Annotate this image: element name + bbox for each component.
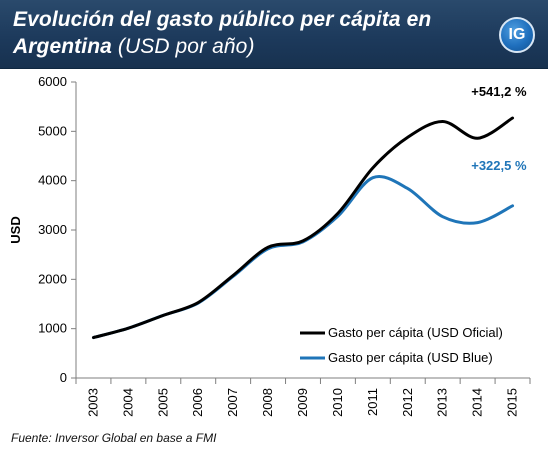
y-tick-label: 4000 bbox=[38, 173, 67, 188]
x-tick-label: 2014 bbox=[470, 388, 485, 417]
y-tick-label: 0 bbox=[60, 370, 67, 385]
x-tick-label: 2009 bbox=[295, 388, 310, 417]
x-tick-label: 2011 bbox=[365, 388, 380, 416]
x-tick-label: 2004 bbox=[120, 388, 135, 417]
x-tick-label: 2005 bbox=[155, 388, 170, 417]
chart-title: Evolución del gasto público per cápita e… bbox=[13, 6, 483, 60]
ig-logo: IG bbox=[499, 17, 535, 53]
y-axis-title: USD bbox=[8, 216, 23, 243]
end-label-blue: +322,5 % bbox=[471, 158, 527, 173]
y-tick-label: 1000 bbox=[38, 321, 67, 336]
chart-header: Evolución del gasto público per cápita e… bbox=[0, 0, 548, 69]
legend-label-oficial: Gasto per cápita (USD Oficial) bbox=[328, 325, 503, 340]
x-tick-label: 2006 bbox=[190, 388, 205, 417]
x-tick-label: 2013 bbox=[435, 388, 450, 417]
source-note: Fuente: Inversor Global en base a FMI bbox=[11, 431, 217, 445]
x-tick-label: 2007 bbox=[225, 388, 240, 417]
chart-title-main: Evolución del gasto público per cápita e… bbox=[13, 8, 432, 58]
series-line-blue bbox=[91, 175, 515, 340]
x-tick-label: 2008 bbox=[260, 388, 275, 417]
series-line-oficial bbox=[91, 116, 515, 340]
x-tick-label: 2010 bbox=[330, 388, 345, 417]
y-tick-label: 6000 bbox=[38, 74, 67, 89]
end-label-oficial: +541,2 % bbox=[471, 84, 527, 99]
y-tick-label: 3000 bbox=[38, 222, 67, 237]
legend-label-blue: Gasto per cápita (USD Blue) bbox=[328, 350, 493, 365]
y-tick-label: 5000 bbox=[38, 123, 67, 138]
x-tick-label: 2012 bbox=[400, 388, 415, 417]
chart-title-unit: (USD por año) bbox=[117, 35, 255, 58]
x-tick-label: 2003 bbox=[85, 388, 100, 417]
line-chart: 0 1000 2000 3000 4000 5000 6000 USD 2003 2004 2005… bbox=[8, 74, 531, 417]
x-tick-label: 2015 bbox=[505, 388, 520, 417]
y-tick-label: 2000 bbox=[38, 271, 67, 286]
